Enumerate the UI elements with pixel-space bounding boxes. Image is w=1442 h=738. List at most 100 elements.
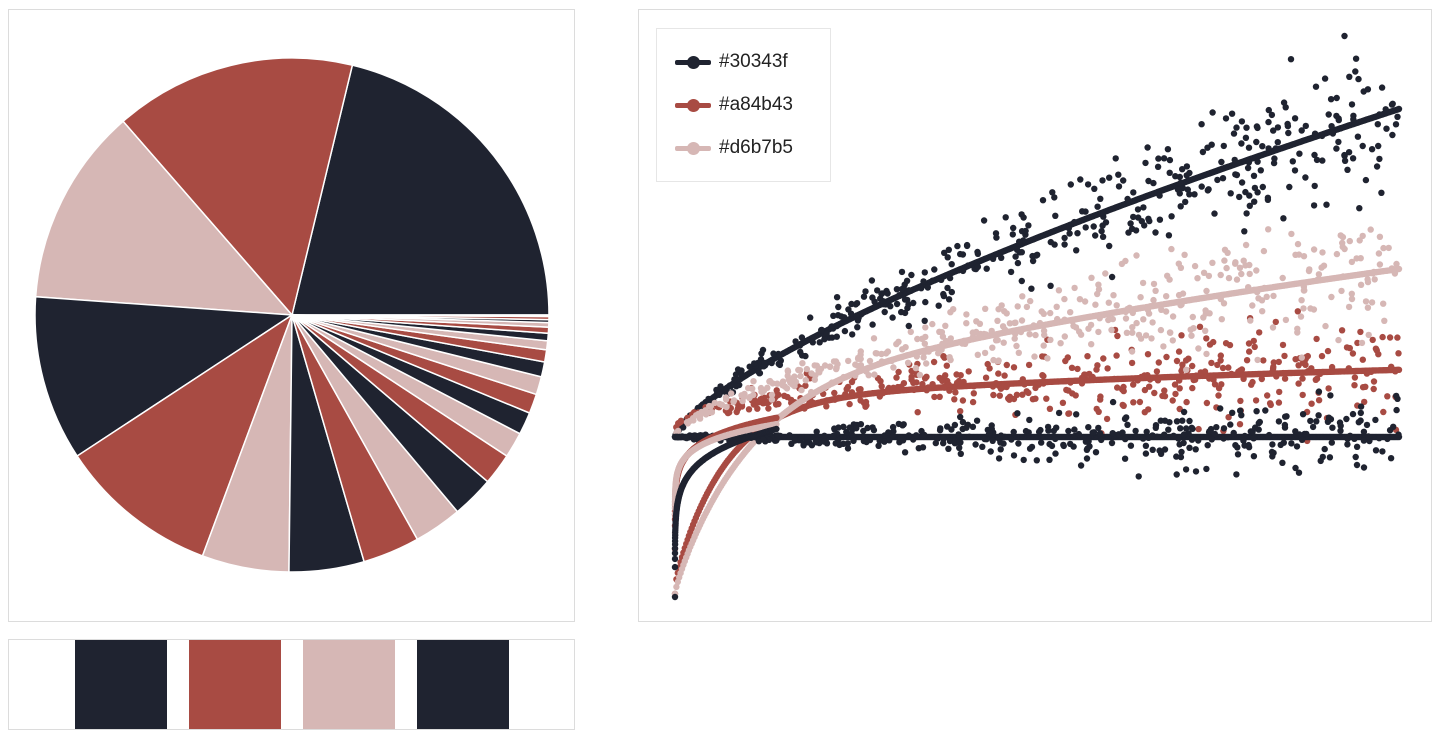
data-point — [863, 368, 870, 375]
data-point — [936, 393, 943, 400]
data-point — [1169, 313, 1177, 320]
data-point — [800, 442, 807, 449]
data-point — [1078, 380, 1086, 387]
data-point — [1134, 377, 1141, 384]
data-point — [1052, 435, 1059, 443]
data-point — [1280, 215, 1287, 222]
data-point — [1151, 389, 1158, 397]
data-point — [936, 347, 943, 355]
data-point — [948, 261, 955, 268]
data-point — [869, 390, 876, 397]
data-point — [1245, 144, 1253, 151]
data-point — [1094, 290, 1101, 298]
data-point — [804, 434, 811, 441]
data-point — [1300, 253, 1308, 260]
data-point — [1179, 166, 1186, 173]
chart-legend: #30343f #a84b43 #d6b7b5 — [656, 28, 831, 182]
data-point — [1215, 392, 1222, 399]
data-point — [831, 425, 838, 432]
data-point — [1160, 343, 1167, 350]
data-point — [1014, 259, 1022, 267]
data-point — [1249, 378, 1256, 386]
data-point — [674, 428, 681, 436]
data-point — [730, 397, 738, 404]
data-point — [1220, 425, 1228, 432]
data-point — [677, 417, 685, 424]
data-point — [1238, 118, 1246, 125]
data-point — [1018, 249, 1025, 256]
scatter-chart — [671, 32, 1403, 601]
data-point — [1280, 369, 1287, 377]
data-point — [1108, 273, 1116, 281]
data-point — [1008, 436, 1015, 443]
data-point — [1312, 376, 1319, 383]
data-point — [901, 449, 909, 456]
data-point — [775, 400, 782, 408]
data-point — [768, 391, 776, 399]
data-point — [797, 436, 804, 444]
data-point — [1391, 270, 1399, 277]
data-point — [1016, 238, 1023, 245]
data-point — [1145, 215, 1152, 222]
data-point — [1241, 442, 1248, 449]
data-point — [1134, 206, 1142, 213]
data-point — [750, 378, 757, 385]
data-point — [1114, 384, 1121, 391]
data-point — [948, 288, 955, 296]
data-point — [1243, 124, 1250, 131]
data-point — [879, 390, 886, 397]
data-point — [889, 432, 897, 439]
data-point — [1237, 397, 1244, 405]
data-point — [990, 391, 997, 399]
data-point — [1186, 444, 1193, 451]
data-point — [1010, 364, 1018, 371]
data-point — [1066, 230, 1073, 237]
data-point — [1168, 245, 1175, 253]
data-point — [1242, 134, 1250, 141]
data-point — [1375, 250, 1383, 257]
data-point — [797, 372, 804, 380]
data-point — [1060, 441, 1067, 449]
data-point — [1250, 172, 1258, 179]
data-point — [673, 583, 680, 591]
data-point — [1032, 395, 1039, 402]
data-point — [771, 437, 779, 444]
data-point — [1328, 439, 1335, 446]
data-point — [692, 412, 700, 419]
data-point — [913, 353, 920, 360]
data-point — [1081, 298, 1089, 305]
data-point — [821, 432, 828, 439]
data-point — [852, 372, 859, 379]
data-point — [1022, 227, 1029, 235]
data-point — [1188, 424, 1195, 431]
data-point — [1165, 232, 1173, 239]
data-point — [899, 422, 906, 429]
data-point — [1168, 213, 1175, 220]
data-point — [1232, 260, 1239, 267]
data-point — [1065, 427, 1072, 435]
data-point — [1251, 184, 1259, 192]
data-point — [1259, 183, 1266, 191]
data-point — [993, 234, 1000, 241]
data-point — [1363, 421, 1371, 429]
data-point — [1040, 310, 1047, 317]
data-point — [1376, 435, 1383, 442]
data-point — [959, 418, 967, 426]
data-point — [977, 330, 984, 338]
data-point — [707, 403, 714, 410]
data-point — [1238, 366, 1246, 373]
data-point — [963, 242, 971, 250]
data-point — [807, 314, 814, 321]
data-point — [1142, 159, 1149, 167]
data-point — [1389, 131, 1396, 139]
data-point — [1272, 145, 1279, 152]
data-point — [722, 394, 730, 401]
data-point — [802, 377, 809, 384]
data-point — [989, 344, 996, 351]
data-point — [919, 444, 927, 451]
data-point — [1178, 332, 1185, 339]
data-point — [1128, 359, 1136, 367]
data-point — [1340, 273, 1347, 280]
data-point — [1161, 431, 1168, 438]
data-point — [1010, 452, 1018, 459]
